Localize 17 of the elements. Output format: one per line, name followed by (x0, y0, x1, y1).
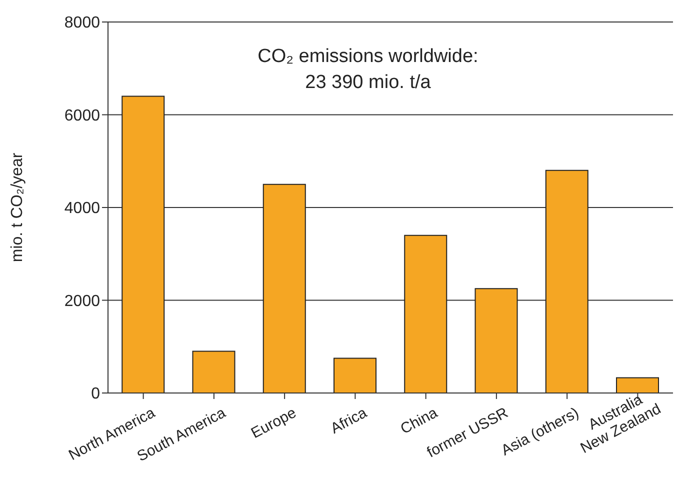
bar (474, 288, 518, 393)
bar (545, 170, 588, 393)
bar (404, 234, 448, 393)
bar (616, 377, 659, 393)
bar (334, 358, 376, 393)
y-tick-label: 4000 (64, 200, 100, 218)
y-axis-title: mio. t CO₂/year (9, 152, 26, 262)
y-tick-label: 2000 (64, 292, 100, 310)
y-tick-label: 6000 (64, 107, 100, 124)
bar (122, 96, 165, 393)
y-tick-label: 8000 (64, 14, 100, 32)
x-tick-label: China (398, 404, 441, 438)
bar (192, 350, 236, 393)
y-tick-label: 0 (91, 386, 100, 403)
bar (262, 184, 306, 393)
annotation: CO₂ emissions worldwide: 23 390 mio. t/a (256, 45, 480, 95)
x-tick-label: Africa (328, 404, 370, 438)
